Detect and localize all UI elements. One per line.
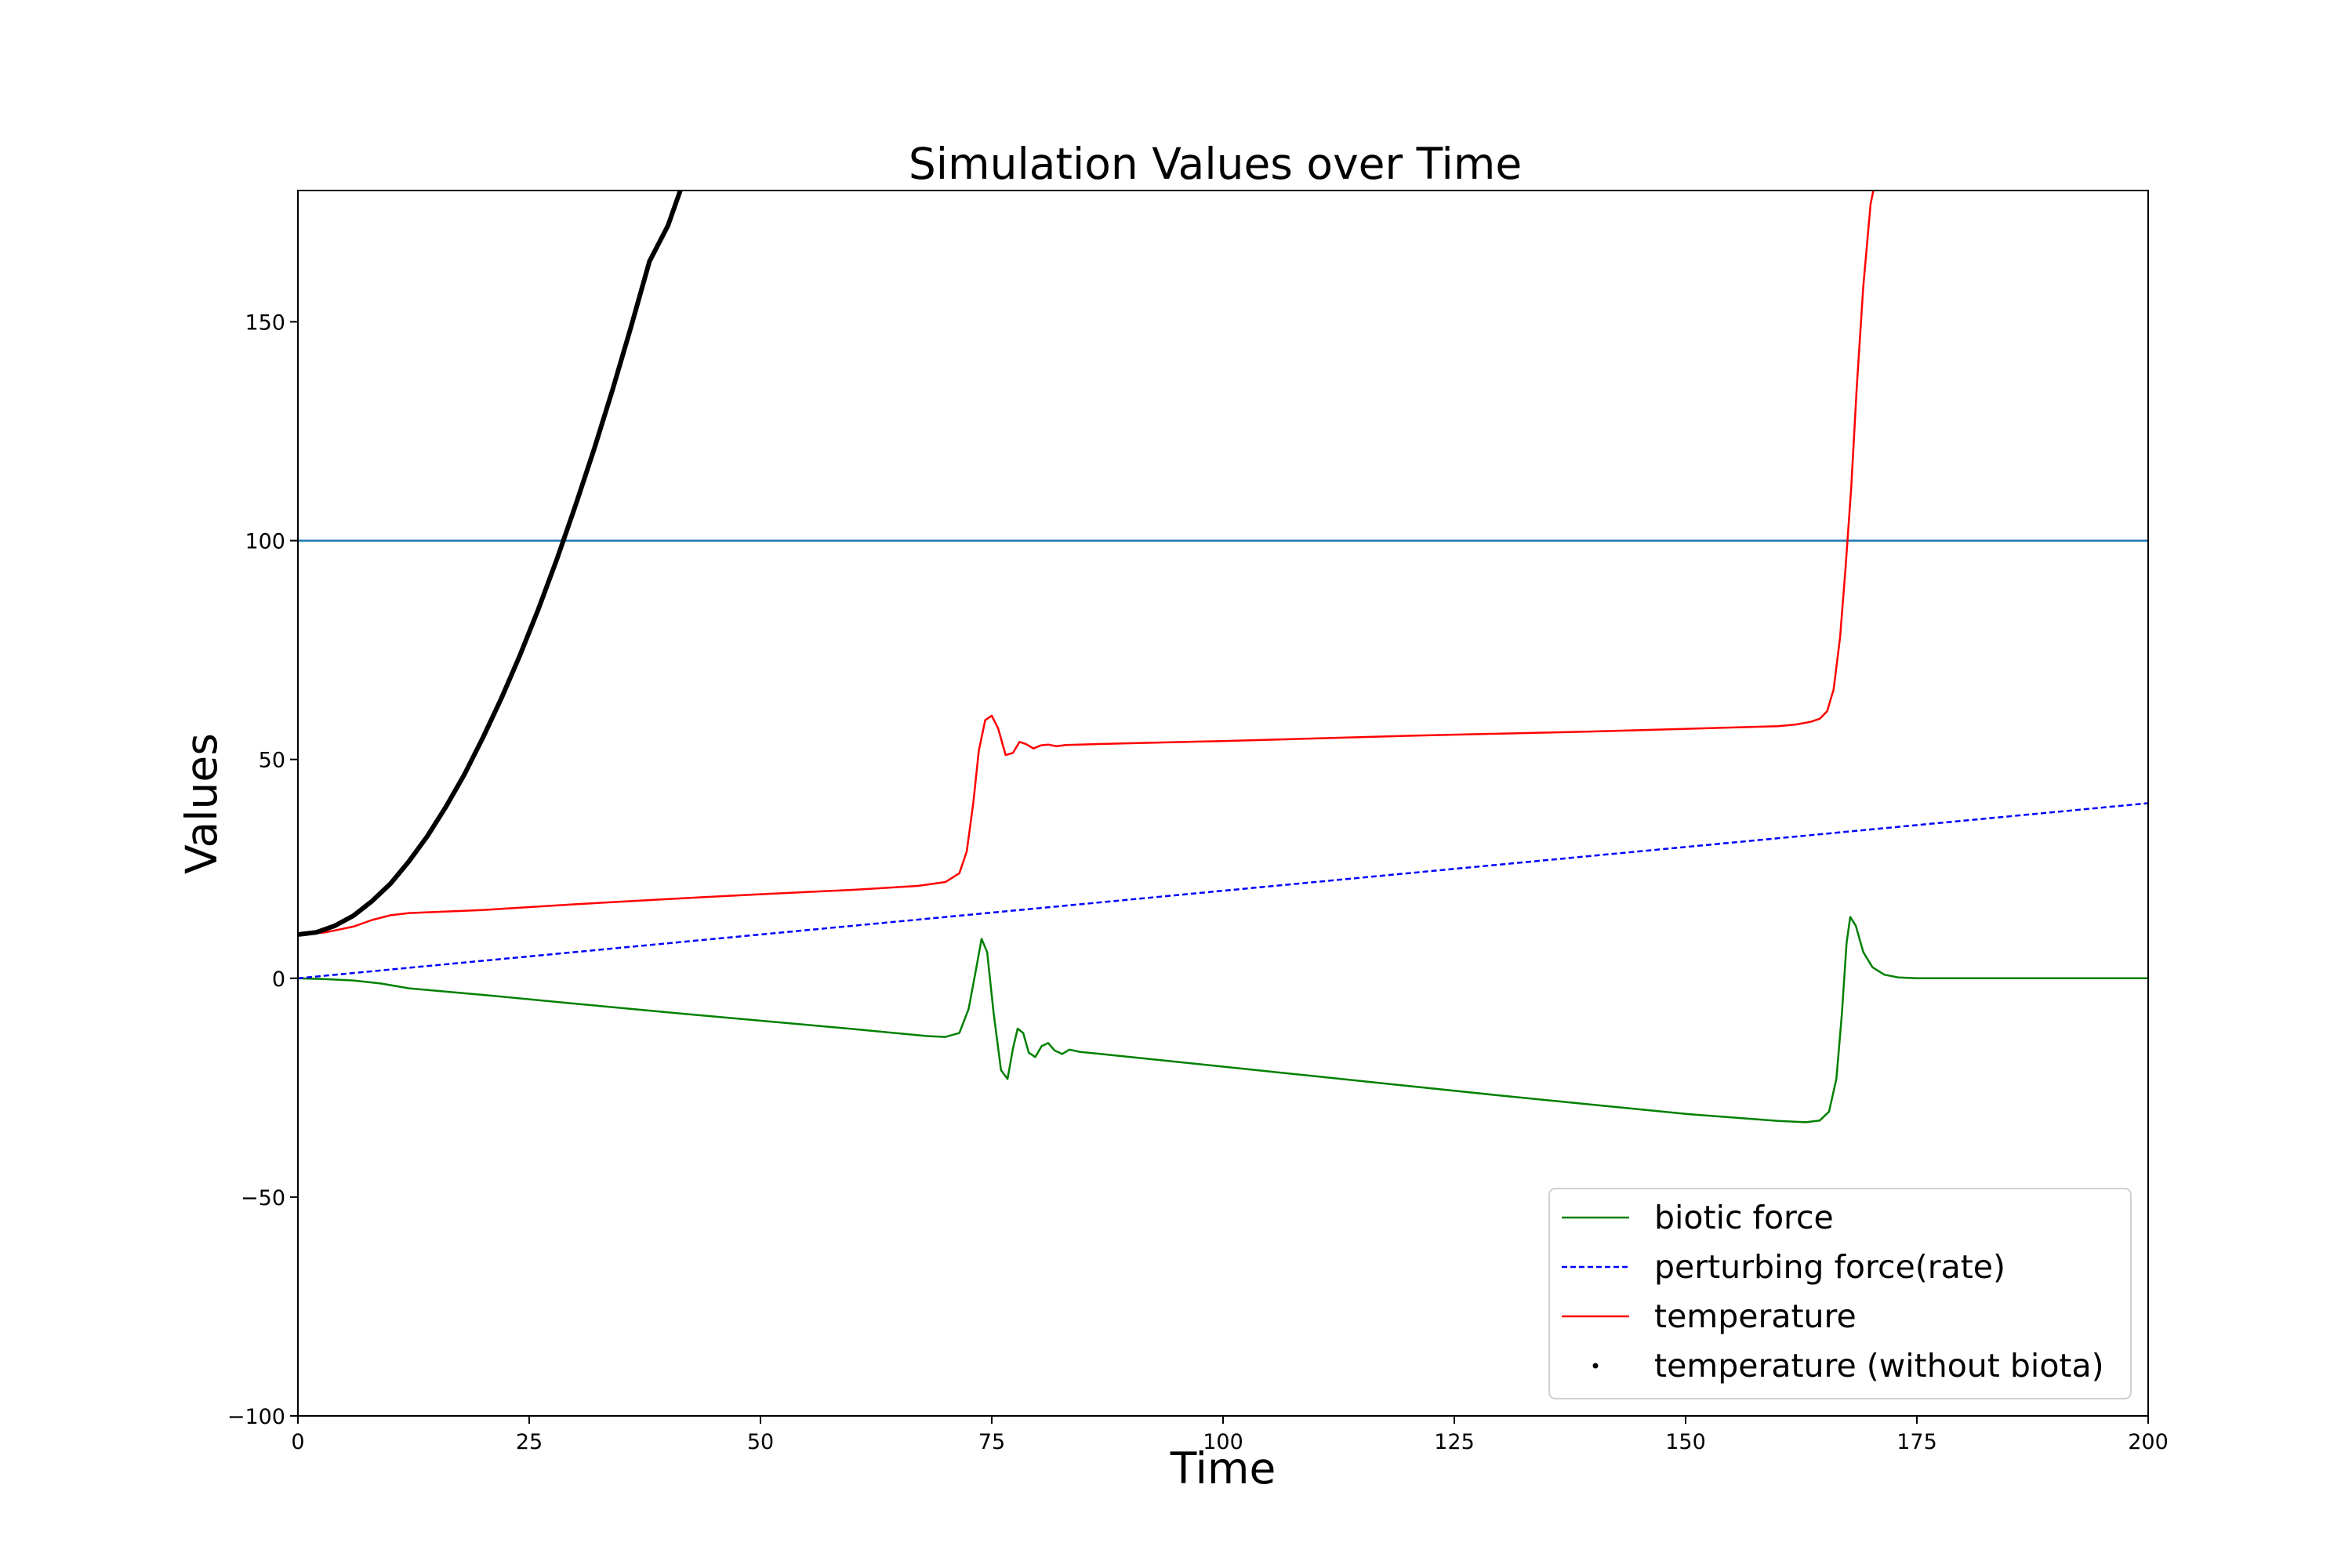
legend-marker — [1592, 1363, 1599, 1369]
legend-item: perturbing force(rate) — [1562, 1248, 2005, 1286]
x-axis: 0 25 50 75 100 125 150 175 200 — [291, 1416, 2169, 1454]
x-tick-label: 125 — [1434, 1430, 1475, 1454]
legend: biotic force perturbing force(rate) temper… — [1548, 1188, 2132, 1399]
y-tick-label: −100 — [227, 1405, 285, 1429]
x-tick-label: 0 — [291, 1430, 304, 1454]
y-tick-label: 50 — [259, 749, 285, 773]
x-tick-label: 200 — [2128, 1430, 2169, 1454]
y-tick-label: −50 — [241, 1186, 285, 1210]
series-temperature-without-biota — [298, 191, 683, 937]
y-tick-label: 150 — [245, 310, 285, 335]
series-biotic-force — [298, 916, 2148, 1123]
legend-label: perturbing force(rate) — [1654, 1248, 2005, 1286]
legend-item: temperature — [1562, 1298, 1857, 1335]
series-temperature — [298, 191, 1875, 936]
x-tick-label: 150 — [1665, 1430, 1706, 1454]
legend-item: temperature (without biota) — [1592, 1347, 2104, 1385]
y-axis-label: Values — [176, 733, 227, 874]
legend-item: biotic force — [1562, 1199, 1834, 1236]
chart-title: Simulation Values over Time — [909, 139, 1522, 189]
y-tick-label: 0 — [272, 967, 285, 992]
x-tick-label: 75 — [978, 1430, 1005, 1454]
series-perturbing-force-rate — [298, 802, 2148, 980]
x-tick-label: 50 — [747, 1430, 774, 1454]
x-axis-label: Time — [1170, 1443, 1276, 1494]
legend-label: biotic force — [1654, 1199, 1834, 1236]
y-axis: −100 −50 0 50 100 150 — [227, 310, 298, 1429]
legend-label: temperature — [1654, 1298, 1857, 1335]
legend-box — [1548, 1188, 2132, 1399]
x-tick-label: 175 — [1896, 1430, 1937, 1454]
series-layer — [298, 191, 2148, 1123]
x-tick-label: 100 — [1203, 1430, 1243, 1454]
x-tick-label: 25 — [516, 1430, 543, 1454]
legend-label: temperature (without biota) — [1654, 1347, 2104, 1385]
y-tick-label: 100 — [245, 530, 285, 554]
